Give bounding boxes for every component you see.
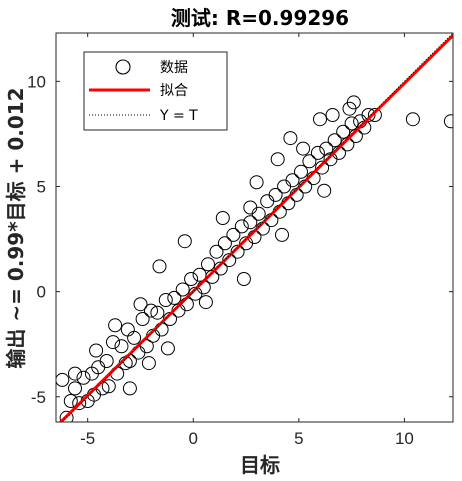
data-point [317, 183, 332, 198]
data-point [154, 322, 169, 337]
data-point [59, 410, 74, 422]
data-point [310, 145, 325, 160]
legend-label-fit: 拟合 [160, 83, 188, 99]
data-point [68, 381, 82, 396]
data-point [327, 133, 342, 148]
data-point [68, 366, 82, 381]
data-point [270, 152, 285, 167]
data-point [76, 370, 91, 385]
data-point [283, 131, 298, 146]
data-point [158, 293, 173, 307]
scatter-points [56, 95, 453, 422]
data-point [101, 379, 116, 394]
data-point [133, 297, 148, 312]
x-tick-label: 10 [395, 429, 414, 448]
data-point [198, 295, 213, 310]
data-point [285, 173, 300, 188]
data-point [141, 356, 156, 371]
data-point [226, 227, 241, 242]
data-point [268, 187, 283, 202]
data-point [108, 318, 123, 333]
x-tick-label: 5 [294, 429, 303, 448]
y-tick-label: 10 [27, 72, 46, 91]
data-point [249, 175, 264, 190]
y-axis-label: 输出 ~= 0.99*目标 + 0.012 [4, 87, 28, 368]
axis-ticks: -5 0 5 10 -5 0 5 10 [27, 33, 453, 448]
x-tick-label: 0 [189, 429, 198, 448]
data-point [243, 200, 258, 215]
data-point [234, 219, 249, 234]
data-point [150, 305, 165, 320]
data-point [302, 154, 317, 169]
data-point [120, 322, 135, 337]
data-point [319, 141, 334, 156]
data-point [135, 312, 150, 326]
data-point [346, 95, 361, 110]
data-point [201, 257, 215, 272]
data-point [160, 341, 175, 356]
data-point [367, 108, 382, 122]
data-point [313, 112, 327, 127]
data-point [277, 179, 292, 194]
legend-label-identity: Y = T [159, 108, 198, 124]
data-point [144, 303, 158, 318]
data-point [443, 114, 453, 129]
data-point [56, 372, 70, 387]
data-point [336, 124, 351, 139]
data-point [230, 244, 245, 259]
data-point [260, 194, 275, 209]
data-point [175, 282, 190, 297]
data-point [89, 343, 104, 358]
x-axis-label: 目标 [240, 453, 280, 477]
data-point [99, 354, 114, 368]
y-tick-label: 0 [37, 283, 46, 302]
data-point [177, 234, 192, 249]
data-point [139, 339, 154, 354]
data-point [205, 269, 220, 284]
legend: 数据 拟合 Y = T [83, 51, 228, 131]
data-point [243, 215, 258, 230]
plot-frame [55, 32, 454, 423]
data-point [217, 236, 232, 251]
data-point [294, 164, 308, 179]
data-point [114, 339, 129, 354]
data-point [184, 272, 199, 286]
data-point [215, 211, 230, 225]
chart-title: 测试: R=0.99296 [171, 6, 349, 30]
data-point [361, 108, 376, 122]
data-point [275, 227, 289, 242]
identity-line [61, 33, 453, 422]
data-point [213, 261, 228, 276]
data-point [209, 244, 224, 259]
data-point [251, 206, 266, 221]
data-point [296, 141, 311, 156]
legend-circle-marker-icon [115, 59, 131, 75]
y-tick-label: 5 [37, 177, 46, 196]
x-tick-label: -5 [80, 429, 95, 448]
data-point [344, 116, 359, 131]
legend-label-data: 数据 [160, 60, 188, 76]
data-point [325, 108, 340, 122]
data-point [72, 396, 87, 411]
data-point [127, 330, 142, 345]
y-tick-label: -5 [31, 388, 46, 407]
data-point [315, 160, 330, 175]
data-point [405, 112, 420, 127]
data-point [122, 381, 137, 396]
data-point [106, 335, 120, 350]
data-point [236, 272, 251, 286]
data-point [167, 290, 182, 305]
data-point [63, 394, 78, 408]
reference-lines [58, 33, 453, 422]
data-point [152, 259, 167, 274]
data-point [222, 253, 237, 268]
